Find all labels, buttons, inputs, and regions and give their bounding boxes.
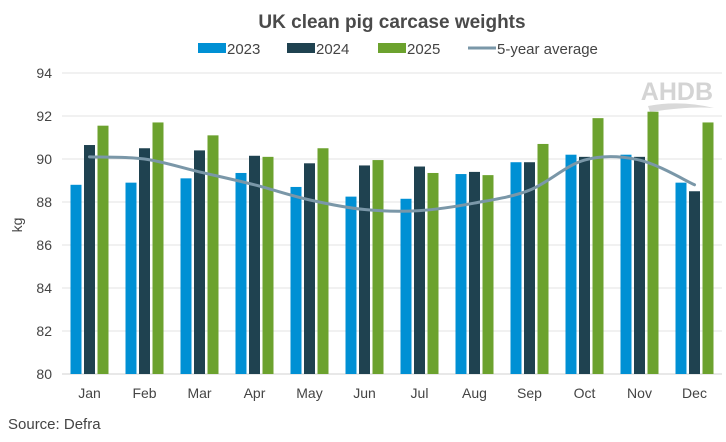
x-tick-label: Apr: [244, 385, 266, 401]
x-tick-label: Feb: [132, 385, 156, 401]
bar-2025-Jun: [372, 160, 384, 374]
svg-text:AHDB: AHDB: [641, 78, 713, 106]
x-tick-label: Dec: [682, 385, 707, 401]
average-line: [88, 155, 696, 213]
source-note: Source: Defra: [8, 416, 101, 433]
legend-swatch: [198, 43, 226, 53]
legend-item-2024: 2024: [287, 41, 349, 58]
x-tick-label: Jan: [78, 385, 101, 401]
x-tick-label: Mar: [187, 385, 211, 401]
ahdb-logo: AHDB: [641, 78, 714, 112]
bar-2023-Aug: [455, 174, 467, 374]
bar-2025-Oct: [592, 118, 604, 375]
bar-2023-Oct: [565, 154, 577, 374]
bar-2024-Jul: [414, 166, 425, 374]
y-tick-label: 94: [36, 65, 52, 81]
legend-item-2023: 2023: [198, 41, 260, 58]
bar-2024-May: [304, 163, 315, 374]
bar-2024-Aug: [469, 171, 480, 374]
bar-2023-Jun: [345, 196, 357, 374]
legend: 2023 2024 2025 5-year average: [198, 41, 598, 58]
bar-2023-Mar: [180, 178, 192, 374]
y-tick-label: 90: [36, 151, 52, 167]
x-tick-label: Aug: [462, 385, 487, 401]
bar-2024-Sep: [524, 162, 535, 374]
bar-2023-Sep: [510, 162, 522, 374]
bar-2023-Nov: [620, 154, 632, 374]
y-tick-label: 84: [36, 280, 52, 296]
x-tick-label: Jul: [411, 385, 429, 401]
x-axis-ticks: Jan Feb Mar Apr May Jun Jul Aug Sep Oct Nov Dec: [78, 385, 707, 401]
chart-title: UK clean pig carcase weights: [258, 12, 525, 33]
bar-2023-Dec: [675, 182, 687, 374]
x-tick-label: Nov: [627, 385, 652, 401]
y-tick-label: 88: [36, 194, 52, 210]
line-5-year average: [88, 155, 696, 213]
bar-2025-Feb: [152, 122, 164, 374]
bar-2023-Jul: [400, 198, 412, 374]
bar-2025-Jul: [427, 172, 439, 374]
legend-item-5-year average: 5-year average: [468, 41, 598, 58]
bar-2024-Oct: [579, 156, 590, 374]
bar-2025-Dec: [702, 122, 714, 374]
bar-2024-Dec: [689, 191, 700, 374]
bar-2025-Sep: [537, 143, 549, 374]
x-tick-label: May: [296, 385, 322, 401]
bar-2024-Mar: [194, 150, 205, 374]
bar-2023-Jan: [70, 184, 82, 374]
bars: [70, 111, 714, 375]
legend-label: 2025: [407, 41, 440, 58]
y-tick-label: 82: [36, 323, 52, 339]
bar-2025-Jan: [97, 125, 109, 374]
y-axis-ticks: 80 82 84 86 88 90 92 94: [36, 65, 52, 382]
bar-2024-Nov: [634, 156, 645, 374]
bar-2025-Mar: [207, 135, 219, 374]
x-tick-label: Jun: [353, 385, 376, 401]
legend-label: 2023: [227, 41, 260, 58]
bar-2024-Feb: [139, 148, 150, 374]
legend-label: 2024: [316, 41, 349, 58]
bar-2025-Nov: [647, 111, 659, 374]
y-axis-label: kg: [9, 218, 25, 233]
bar-2024-Jan: [84, 145, 95, 374]
bar-2023-Apr: [235, 172, 247, 374]
bar-2025-Aug: [482, 175, 494, 374]
bar-2024-Apr: [249, 155, 260, 374]
x-tick-label: Sep: [517, 385, 542, 401]
y-tick-label: 86: [36, 237, 52, 253]
bar-2023-May: [290, 186, 302, 374]
x-tick-label: Oct: [574, 385, 596, 401]
bar-2023-Feb: [125, 182, 137, 374]
y-tick-label: 80: [36, 366, 52, 382]
legend-label: 5-year average: [497, 41, 598, 58]
bar-2025-Apr: [262, 156, 274, 374]
legend-swatch: [378, 43, 406, 53]
legend-item-2025: 2025: [378, 41, 440, 58]
y-tick-label: 92: [36, 108, 52, 124]
gridlines: [62, 72, 722, 375]
bar-2024-Jun: [359, 165, 370, 374]
bar-2025-May: [317, 148, 329, 374]
legend-swatch: [287, 43, 315, 53]
